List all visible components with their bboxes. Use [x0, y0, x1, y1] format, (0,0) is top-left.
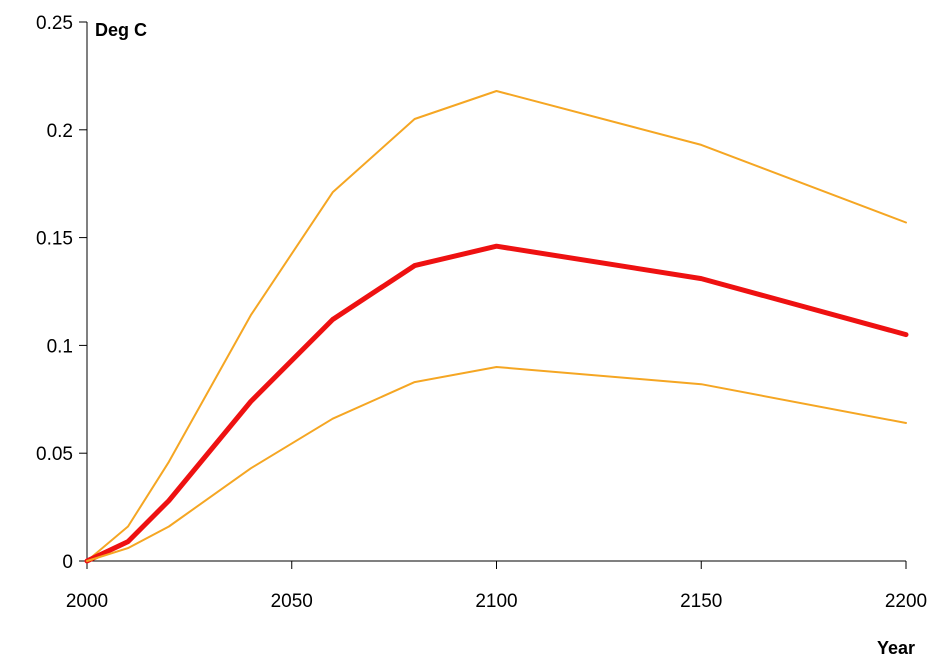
- x-axis-title: Year: [877, 638, 915, 658]
- x-ticks: 2000 2050 2100 2150 2200: [66, 561, 927, 612]
- axes: 0 0.05 0.1 0.15 0.2 0.25 2000 2050 2100 2150 2200: [36, 13, 927, 612]
- upper-bound-line: [86, 90, 907, 562]
- x-tick-label: 2150: [680, 591, 722, 612]
- y-tick-label: 0.2: [47, 121, 73, 142]
- y-tick-label: 0.15: [36, 229, 73, 250]
- x-tick-label: 2000: [66, 591, 108, 612]
- y-tick-label: 0: [62, 552, 73, 573]
- y-axis-title: Deg C: [95, 20, 147, 40]
- y-tick-label: 0.25: [36, 13, 73, 34]
- lower-bound-line: [86, 366, 907, 562]
- x-tick-label: 2100: [475, 591, 517, 612]
- y-tick-label: 0.1: [47, 336, 73, 357]
- series-group: [84, 90, 909, 564]
- central-estimate-line: [84, 243, 909, 564]
- y-tick-label: 0.05: [36, 444, 73, 465]
- x-tick-label: 2050: [271, 591, 313, 612]
- y-ticks: 0 0.05 0.1 0.15 0.2 0.25: [36, 13, 87, 573]
- x-tick-label: 2200: [885, 591, 927, 612]
